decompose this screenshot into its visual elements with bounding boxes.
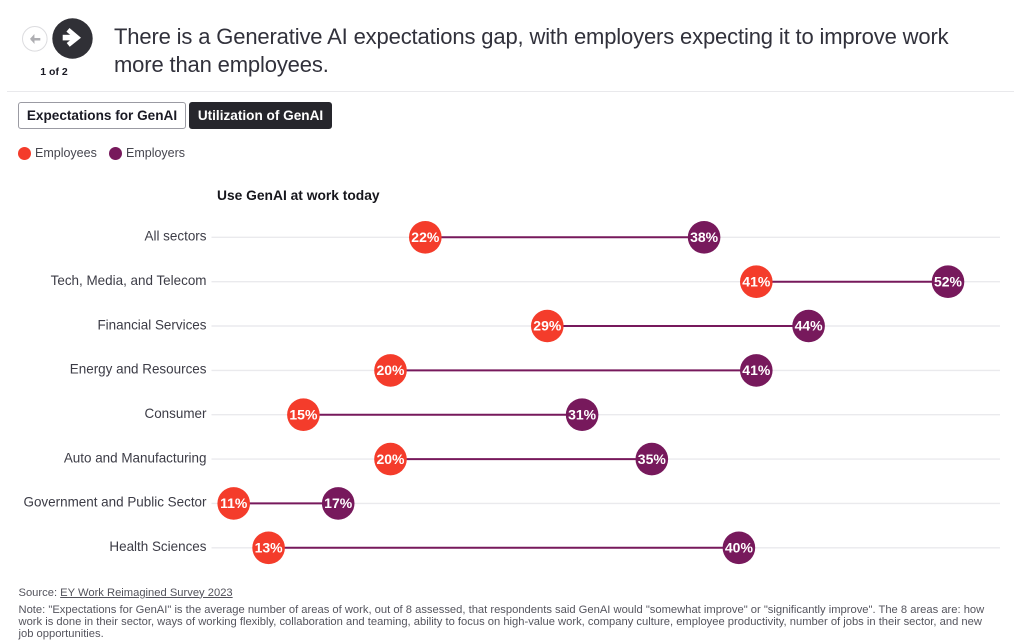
svg-text:Auto and Manufacturing: Auto and Manufacturing	[64, 450, 207, 465]
svg-text:22%: 22%	[411, 229, 440, 245]
svg-text:31%: 31%	[568, 406, 597, 422]
svg-text:11%: 11%	[220, 495, 248, 511]
svg-text:Use GenAI at work today: Use GenAI at work today	[217, 188, 380, 203]
svg-text:38%: 38%	[690, 229, 719, 245]
svg-text:Tech, Media, and Telecom: Tech, Media, and Telecom	[51, 273, 207, 288]
svg-text:15%: 15%	[289, 406, 318, 422]
svg-text:52%: 52%	[934, 273, 963, 289]
svg-text:44%: 44%	[795, 318, 824, 334]
svg-text:Government and Public Sector: Government and Public Sector	[24, 495, 208, 510]
svg-text:29%: 29%	[533, 318, 562, 334]
svg-text:13%: 13%	[255, 540, 284, 556]
svg-text:All sectors: All sectors	[145, 229, 207, 244]
svg-text:Health Sciences: Health Sciences	[109, 539, 206, 554]
svg-text:Energy and Resources: Energy and Resources	[70, 362, 207, 377]
svg-text:17%: 17%	[324, 495, 353, 511]
svg-text:41%: 41%	[742, 362, 771, 378]
svg-text:35%: 35%	[638, 451, 667, 467]
svg-text:40%: 40%	[725, 540, 754, 556]
svg-text:20%: 20%	[376, 451, 405, 467]
svg-text:20%: 20%	[376, 362, 405, 378]
svg-text:41%: 41%	[742, 273, 771, 289]
svg-text:Financial Services: Financial Services	[97, 317, 206, 332]
svg-text:Consumer: Consumer	[145, 406, 208, 421]
